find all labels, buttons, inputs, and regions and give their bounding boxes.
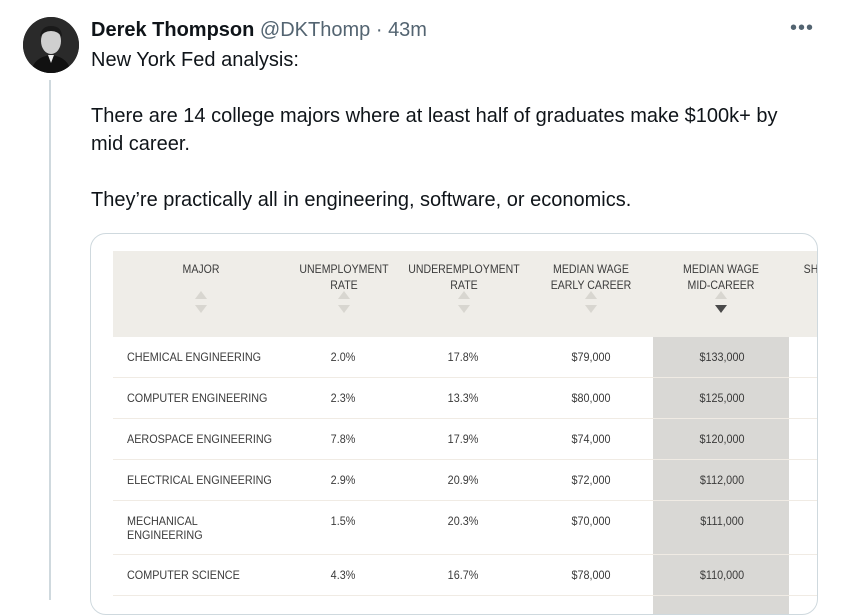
cell-mid-wage: $111,000 — [700, 514, 744, 528]
tweet-text: New York Fed analysis: There are 14 coll… — [91, 46, 811, 214]
header-mid-career[interactable]: MEDIAN WAGE MID-CAREER — [668, 261, 774, 293]
table-header: MAJOR UNEMPLOYMENT RATE UNDEREMPLOYMENT … — [113, 251, 817, 337]
cell-early-wage: $72,000 — [571, 473, 611, 487]
cell-major: ELECTRICAL ENGINEERING — [127, 473, 272, 487]
table-row: COMPUTER ENGINEERING 2.3% 13.3% $80,000 … — [113, 378, 817, 419]
cell-major: AEROSPACE ENGINEERING — [127, 432, 273, 446]
cell-unemployment: 4.3% — [330, 568, 356, 582]
header-underemployment-l2: RATE — [450, 278, 478, 292]
cell-underemployment: 16.7% — [447, 568, 479, 582]
table-row: ELECTRICAL ENGINEERING 2.9% 20.9% $72,00… — [113, 460, 817, 501]
tweet-line-1: New York Fed analysis: — [91, 49, 299, 71]
header-unemployment-l1: UNEMPLOYMENT — [299, 262, 389, 276]
cell-unemployment: 2.3% — [330, 391, 356, 405]
cell-underemployment: 17.8% — [447, 350, 479, 364]
cell-mid-wage: $120,000 — [699, 432, 745, 446]
cell-early-wage: $80,000 — [571, 391, 611, 405]
sort-icon-unemployment[interactable] — [338, 291, 350, 321]
majors-table: MAJOR UNEMPLOYMENT RATE UNDEREMPLOYMENT … — [113, 251, 817, 614]
cell-underemployment: 20.9% — [447, 473, 479, 487]
table-row: MECHANICAL ENGINEERING 1.5% 20.3% $70,00… — [113, 501, 817, 555]
tweet-line-3: They’re practically all in engineering, … — [91, 189, 632, 211]
cell-mid-wage: $133,000 — [699, 350, 745, 364]
header-mid-l2: MID-CAREER — [687, 278, 755, 292]
cell-early-wage: $74,000 — [571, 432, 611, 446]
cell-underemployment: 20.3% — [447, 514, 479, 528]
timestamp[interactable]: 43m — [388, 19, 427, 41]
sort-icon-underemployment[interactable] — [458, 291, 470, 321]
sort-icon-early[interactable] — [585, 291, 597, 321]
separator-dot: · — [375, 19, 383, 41]
header-unemployment[interactable]: UNEMPLOYMENT RATE — [296, 261, 393, 293]
user-handle[interactable]: @DKThomp — [259, 19, 371, 41]
more-options-icon[interactable]: ••• — [790, 17, 815, 39]
header-unemployment-l2: RATE — [330, 278, 358, 292]
cell-underemployment: 17.9% — [447, 432, 479, 446]
avatar[interactable] — [23, 17, 79, 73]
cell-early-wage: $79,000 — [571, 350, 611, 364]
highlighted-column — [653, 337, 789, 614]
cell-mid-wage: $112,000 — [699, 473, 745, 487]
header-underemployment[interactable]: UNDEREMPLOYMENT RATE — [407, 261, 521, 293]
cell-major: COMPUTER ENGINEERING — [127, 391, 268, 405]
header-underemployment-l1: UNDEREMPLOYMENT — [408, 262, 520, 276]
cell-major: MECHANICAL ENGINEERING — [127, 514, 203, 542]
display-name[interactable]: Derek Thompson — [91, 19, 255, 41]
header-major[interactable]: MAJOR — [182, 262, 220, 276]
header-early-l1: MEDIAN WAGE — [553, 262, 629, 276]
table-row: CHEMICAL ENGINEERING 2.0% 17.8% $79,000 … — [113, 337, 817, 378]
cell-major-line-1: MECHANICAL — [127, 514, 198, 528]
header-share[interactable]: SH — [803, 262, 818, 276]
cell-major: CHEMICAL ENGINEERING — [127, 350, 262, 364]
sort-icon-major[interactable] — [195, 291, 207, 321]
header-early-career[interactable]: MEDIAN WAGE EARLY CAREER — [538, 261, 644, 293]
cell-mid-wage: $125,000 — [699, 391, 745, 405]
tweet-header: Derek Thompson @DKThomp · 43m — [91, 17, 427, 43]
header-early-l2: EARLY CAREER — [550, 278, 632, 292]
media-card[interactable]: MAJOR UNEMPLOYMENT RATE UNDEREMPLOYMENT … — [90, 233, 818, 615]
cell-unemployment: 2.0% — [330, 350, 356, 364]
sort-icon-mid-active[interactable] — [715, 291, 727, 321]
table-row: AEROSPACE ENGINEERING 7.8% 17.9% $74,000… — [113, 419, 817, 460]
cell-early-wage: $78,000 — [571, 568, 611, 582]
cell-mid-wage: $110,000 — [699, 568, 745, 582]
cell-underemployment: 13.3% — [447, 391, 479, 405]
cell-unemployment: 7.8% — [330, 432, 356, 446]
header-mid-l1: MEDIAN WAGE — [683, 262, 759, 276]
cell-major-line-2: ENGINEERING — [127, 528, 203, 542]
table-row: COMPUTER SCIENCE 4.3% 16.7% $78,000 $110… — [113, 555, 817, 596]
thread-line — [49, 80, 51, 600]
cell-unemployment: 2.9% — [330, 473, 356, 487]
cell-unemployment: 1.5% — [330, 514, 356, 528]
profile-photo — [23, 17, 79, 73]
cell-early-wage: $70,000 — [571, 514, 611, 528]
cell-major: COMPUTER SCIENCE — [127, 568, 240, 582]
tweet-line-2: There are 14 college majors where at lea… — [91, 105, 778, 155]
